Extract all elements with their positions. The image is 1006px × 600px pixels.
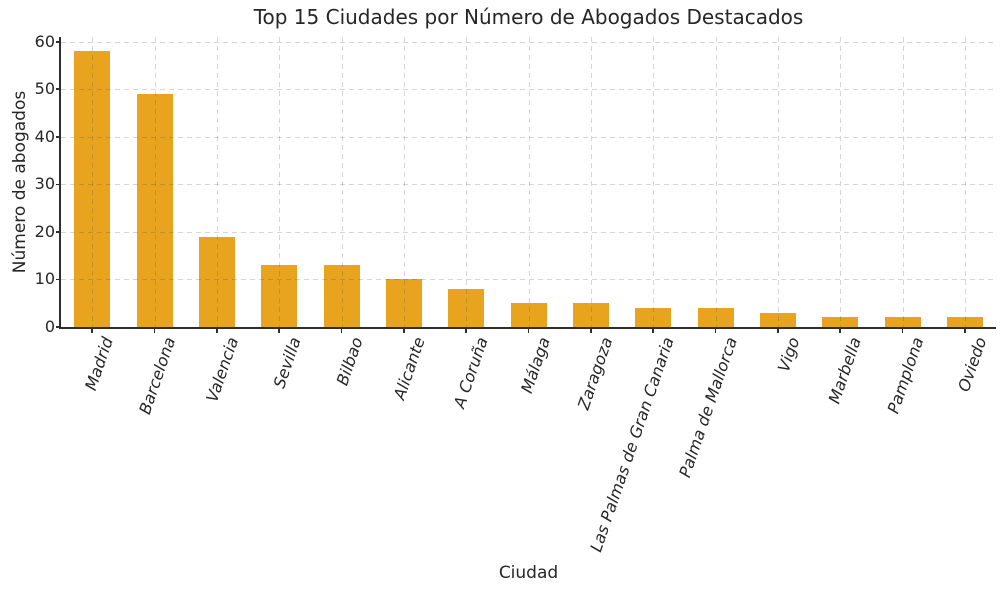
bar-alicante <box>385 279 422 327</box>
y-tick-label-10: 10 <box>34 269 55 289</box>
y-tick-label-60: 60 <box>34 31 55 51</box>
v-gridline-a-coruña <box>466 37 468 327</box>
y-tick-label-0: 0 <box>44 317 55 336</box>
bar-oviedo <box>946 317 983 327</box>
x-tick-mark-pamplona <box>901 328 904 333</box>
y-tick-mark-20 <box>56 231 61 233</box>
bar-pamplona <box>884 317 921 327</box>
x-tick-label-oviedo: Oviedo <box>953 334 990 395</box>
x-tick-label-marbella: Marbella <box>824 334 866 406</box>
x-tick-label-sevilla: Sevilla <box>269 334 305 391</box>
y-tick-label-20: 20 <box>34 221 55 241</box>
x-tick-label-a-coruña: A Coruña <box>449 334 492 411</box>
bar-madrid <box>74 51 111 327</box>
x-tick-mark-valencia <box>216 328 218 333</box>
y-tick-label-50: 50 <box>34 79 55 99</box>
x-tick-mark-oviedo <box>964 328 966 333</box>
y-tick-mark-50 <box>56 88 61 91</box>
x-tick-mark-vigo <box>777 328 779 333</box>
x-tick-mark-barcelona <box>153 328 156 333</box>
v-gridline-vigo <box>777 37 779 327</box>
bar-bilbao <box>323 265 360 327</box>
h-gridline-30 <box>61 184 996 186</box>
h-gridline-10 <box>61 279 996 281</box>
h-gridline-40 <box>61 136 996 138</box>
bar-vigo <box>759 312 796 327</box>
y-tick-mark-40 <box>56 136 61 138</box>
x-tick-mark-marbella <box>839 328 841 333</box>
h-gridline-20 <box>61 231 996 233</box>
x-axis-title: Ciudad <box>498 563 559 583</box>
bar-barcelona <box>136 94 173 327</box>
y-tick-mark-60 <box>56 40 61 43</box>
x-tick-label-zaragoza: Zaragoza <box>573 334 616 413</box>
y-tick-label-40: 40 <box>34 126 55 146</box>
y-axis-spine <box>59 37 61 329</box>
x-tick-mark-las-palmas-de-gran-canaria <box>652 328 654 333</box>
v-gridline-oviedo <box>964 37 966 327</box>
y-tick-mark-30 <box>56 183 61 186</box>
y-tick-mark-0 <box>56 326 61 328</box>
v-gridline-bilbao <box>341 37 343 327</box>
x-tick-label-vigo: Vigo <box>773 334 803 375</box>
x-tick-mark-bilbao <box>340 328 343 333</box>
x-tick-label-valencia: Valencia <box>202 334 242 405</box>
x-tick-mark-sevilla <box>278 328 280 333</box>
x-tick-mark-a-coruña <box>465 328 467 333</box>
bar-zaragoza <box>572 303 609 327</box>
bar-las-palmas-de-gran-canaria <box>635 307 672 327</box>
h-gridline-50 <box>61 89 996 91</box>
x-axis-spine <box>59 327 996 329</box>
x-tick-mark-zaragoza <box>590 328 592 333</box>
v-gridline-barcelona <box>154 37 156 327</box>
v-gridline-las-palmas-de-gran-canaria <box>653 37 655 327</box>
bar-a-coruña <box>448 288 485 327</box>
x-tick-mark-palma-de-mallorca <box>714 328 717 333</box>
x-tick-mark-madrid <box>91 328 93 333</box>
x-tick-label-madrid: Madrid <box>81 334 118 393</box>
v-gridline-alicante <box>403 37 405 327</box>
v-gridline-zaragoza <box>590 37 592 327</box>
x-tick-label-palma-de-mallorca: Palma de Mallorca <box>674 334 741 480</box>
y-tick-label-30: 30 <box>34 174 55 194</box>
h-gridline-60 <box>61 41 996 43</box>
bar-sevilla <box>261 265 298 327</box>
v-gridline-pamplona <box>902 37 904 327</box>
v-gridline-valencia <box>216 37 218 327</box>
x-tick-mark-alicante <box>403 328 405 333</box>
x-tick-label-bilbao: Bilbao <box>332 334 367 388</box>
x-tick-label-alicante: Alicante <box>389 334 429 403</box>
bar-málaga <box>510 303 547 327</box>
bar-palma-de-mallorca <box>697 307 734 327</box>
v-gridline-sevilla <box>279 37 281 327</box>
v-gridline-madrid <box>92 37 94 327</box>
v-gridline-palma-de-mallorca <box>715 37 717 327</box>
v-gridline-marbella <box>840 37 842 327</box>
x-tick-label-pamplona: Pamplona <box>883 334 928 416</box>
bar-marbella <box>822 317 859 327</box>
x-tick-label-málaga: Málaga <box>516 334 554 396</box>
x-tick-label-barcelona: Barcelona <box>135 334 180 417</box>
v-gridline-málaga <box>528 37 530 327</box>
x-tick-mark-málaga <box>527 328 530 333</box>
chart-title: Top 15 Ciudades por Número de Abogados D… <box>253 5 804 29</box>
y-tick-mark-10 <box>56 278 61 281</box>
bar-valencia <box>198 236 235 327</box>
